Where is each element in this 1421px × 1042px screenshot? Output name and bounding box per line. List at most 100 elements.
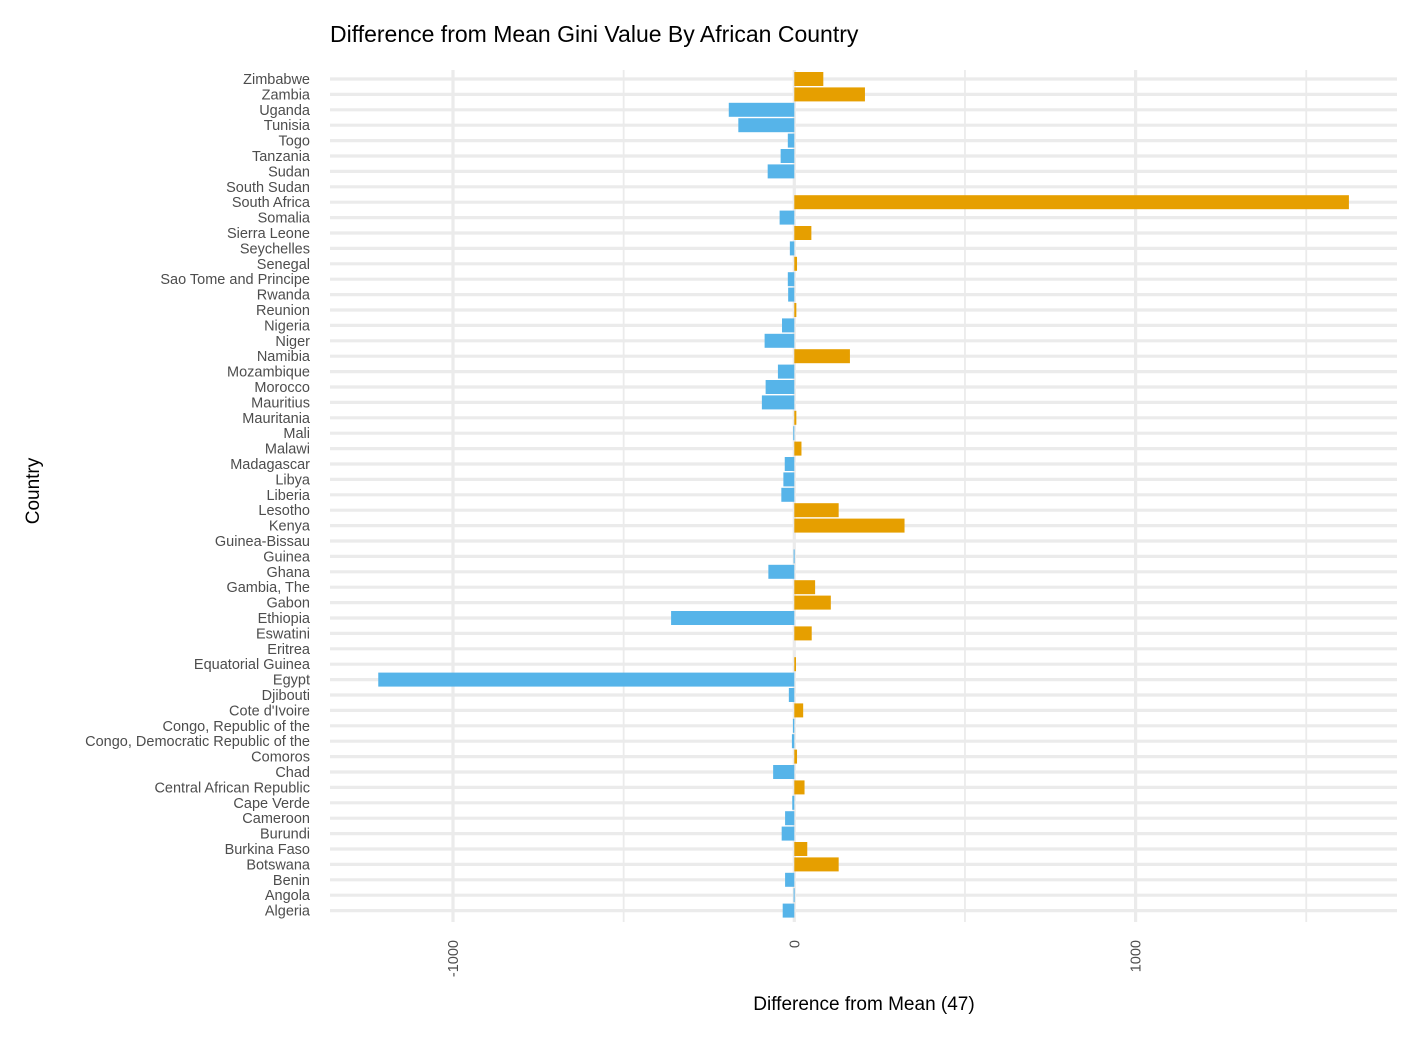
bar-somalia (779, 210, 795, 225)
category-label-namibia: Namibia (257, 349, 311, 365)
bars (378, 72, 1349, 918)
category-label-togo: Togo (279, 134, 310, 150)
category-label-algeria: Algeria (265, 904, 311, 920)
bar-congo-democratic-republic-of-the (791, 734, 795, 749)
bar-tunisia (738, 118, 795, 133)
y-axis-title: Country (23, 457, 44, 524)
bar-sierra-leone (794, 226, 812, 240)
category-label-kenya: Kenya (269, 519, 311, 535)
category-label-sudan: Sudan (268, 164, 310, 180)
bar-kenya (794, 518, 905, 533)
bar-mauritania (794, 410, 797, 425)
category-label-sao-tome-and-principe: Sao Tome and Principe (160, 272, 310, 288)
category-label-botswana: Botswana (246, 857, 311, 873)
category-label-central-african-republic: Central African Republic (154, 780, 310, 796)
bar-zambia (794, 87, 865, 102)
category-label-zambia: Zambia (262, 87, 311, 103)
category-label-south-sudan: South Sudan (226, 180, 310, 196)
category-label-mauritius: Mauritius (251, 395, 310, 411)
bar-egypt (378, 672, 795, 687)
bar-seychelles (789, 241, 795, 256)
category-label-guinea-bissau: Guinea-Bissau (215, 534, 310, 550)
bar-niger (764, 333, 795, 348)
category-label-rwanda: Rwanda (257, 288, 311, 304)
bar-chad (773, 765, 795, 779)
bar-djibouti (788, 688, 795, 702)
category-label-nigeria: Nigeria (264, 318, 311, 334)
bar-comoros (794, 749, 798, 764)
category-label-congo-republic-of-the: Congo, Republic of the (162, 719, 310, 735)
bar-eswatini (794, 626, 812, 641)
bar-ethiopia (671, 611, 795, 625)
bar-algeria (782, 903, 795, 918)
bar-zimbabwe (794, 72, 824, 86)
grid (330, 70, 1397, 922)
category-label-mali: Mali (283, 426, 310, 442)
category-label-reunion: Reunion (256, 303, 310, 319)
category-label-tunisia: Tunisia (264, 118, 311, 134)
bar-rwanda (788, 287, 795, 302)
x-tick-label-0: 0 (787, 940, 803, 948)
bar-nigeria (782, 318, 795, 333)
category-label-sierra-leone: Sierra Leone (227, 226, 310, 242)
category-label-ethiopia: Ethiopia (258, 611, 311, 627)
bar-guinea (793, 549, 795, 564)
x-axis-title: Difference from Mean (47) (753, 994, 974, 1015)
category-label-egypt: Egypt (273, 673, 310, 689)
bar-gambia-the (794, 580, 816, 595)
bar-morocco (765, 380, 795, 394)
bar-malawi (794, 441, 802, 456)
category-label-seychelles: Seychelles (240, 241, 310, 257)
bar-namibia (794, 349, 850, 364)
bar-uganda (728, 102, 795, 117)
bar-cameroon (785, 811, 795, 826)
bar-mali (793, 426, 795, 441)
bar-togo (787, 133, 795, 148)
category-label-mozambique: Mozambique (227, 365, 310, 381)
bar-burkina-faso (794, 842, 808, 856)
category-label-comoros: Comoros (251, 750, 310, 766)
category-label-guinea: Guinea (263, 549, 311, 565)
category-label-ghana: Ghana (266, 565, 310, 581)
category-label-morocco: Morocco (254, 380, 310, 396)
bar-mauritius (761, 395, 795, 410)
category-label-south-africa: South Africa (232, 195, 311, 211)
bar-sudan (767, 164, 795, 179)
category-label-tanzania: Tanzania (252, 149, 311, 165)
category-label-liberia: Liberia (266, 488, 310, 504)
bar-benin (785, 872, 795, 887)
category-label-libya: Libya (275, 472, 311, 488)
category-label-madagascar: Madagascar (230, 457, 310, 473)
bar-gabon (794, 595, 831, 610)
bar-angola (793, 888, 795, 903)
category-label-equatorial-guinea: Equatorial Guinea (194, 657, 311, 673)
bar-tanzania (780, 149, 795, 163)
category-labels: ZimbabweZambiaUgandaTunisiaTogoTanzaniaS… (85, 72, 311, 920)
category-label-gabon: Gabon (266, 596, 310, 612)
bar-cote-d-ivoire (794, 703, 804, 718)
bar-south-africa (794, 195, 1349, 210)
bar-burundi (781, 826, 795, 841)
category-label-niger: Niger (275, 334, 310, 350)
category-label-somalia: Somalia (258, 211, 311, 227)
category-label-lesotho: Lesotho (258, 503, 310, 519)
x-tick-label-1000: 1000 (1129, 940, 1145, 972)
bar-liberia (781, 487, 795, 502)
bar-mozambique (777, 364, 795, 379)
category-label-cameroon: Cameroon (242, 811, 310, 827)
category-label-burundi: Burundi (260, 827, 310, 843)
category-label-benin: Benin (273, 873, 310, 889)
bar-sao-tome-and-principe (787, 272, 795, 287)
category-label-zimbabwe: Zimbabwe (243, 72, 310, 88)
bar-ghana (768, 564, 795, 579)
category-label-uganda: Uganda (259, 103, 311, 119)
category-label-eritrea: Eritrea (267, 642, 311, 658)
chart-title: Difference from Mean Gini Value By Afric… (330, 21, 859, 47)
category-label-senegal: Senegal (257, 257, 310, 273)
category-label-gambia-the: Gambia, The (226, 580, 310, 596)
category-label-chad: Chad (275, 765, 310, 781)
category-label-malawi: Malawi (265, 442, 310, 458)
category-label-angola: Angola (265, 888, 311, 904)
category-label-burkina-faso: Burkina Faso (225, 842, 310, 858)
